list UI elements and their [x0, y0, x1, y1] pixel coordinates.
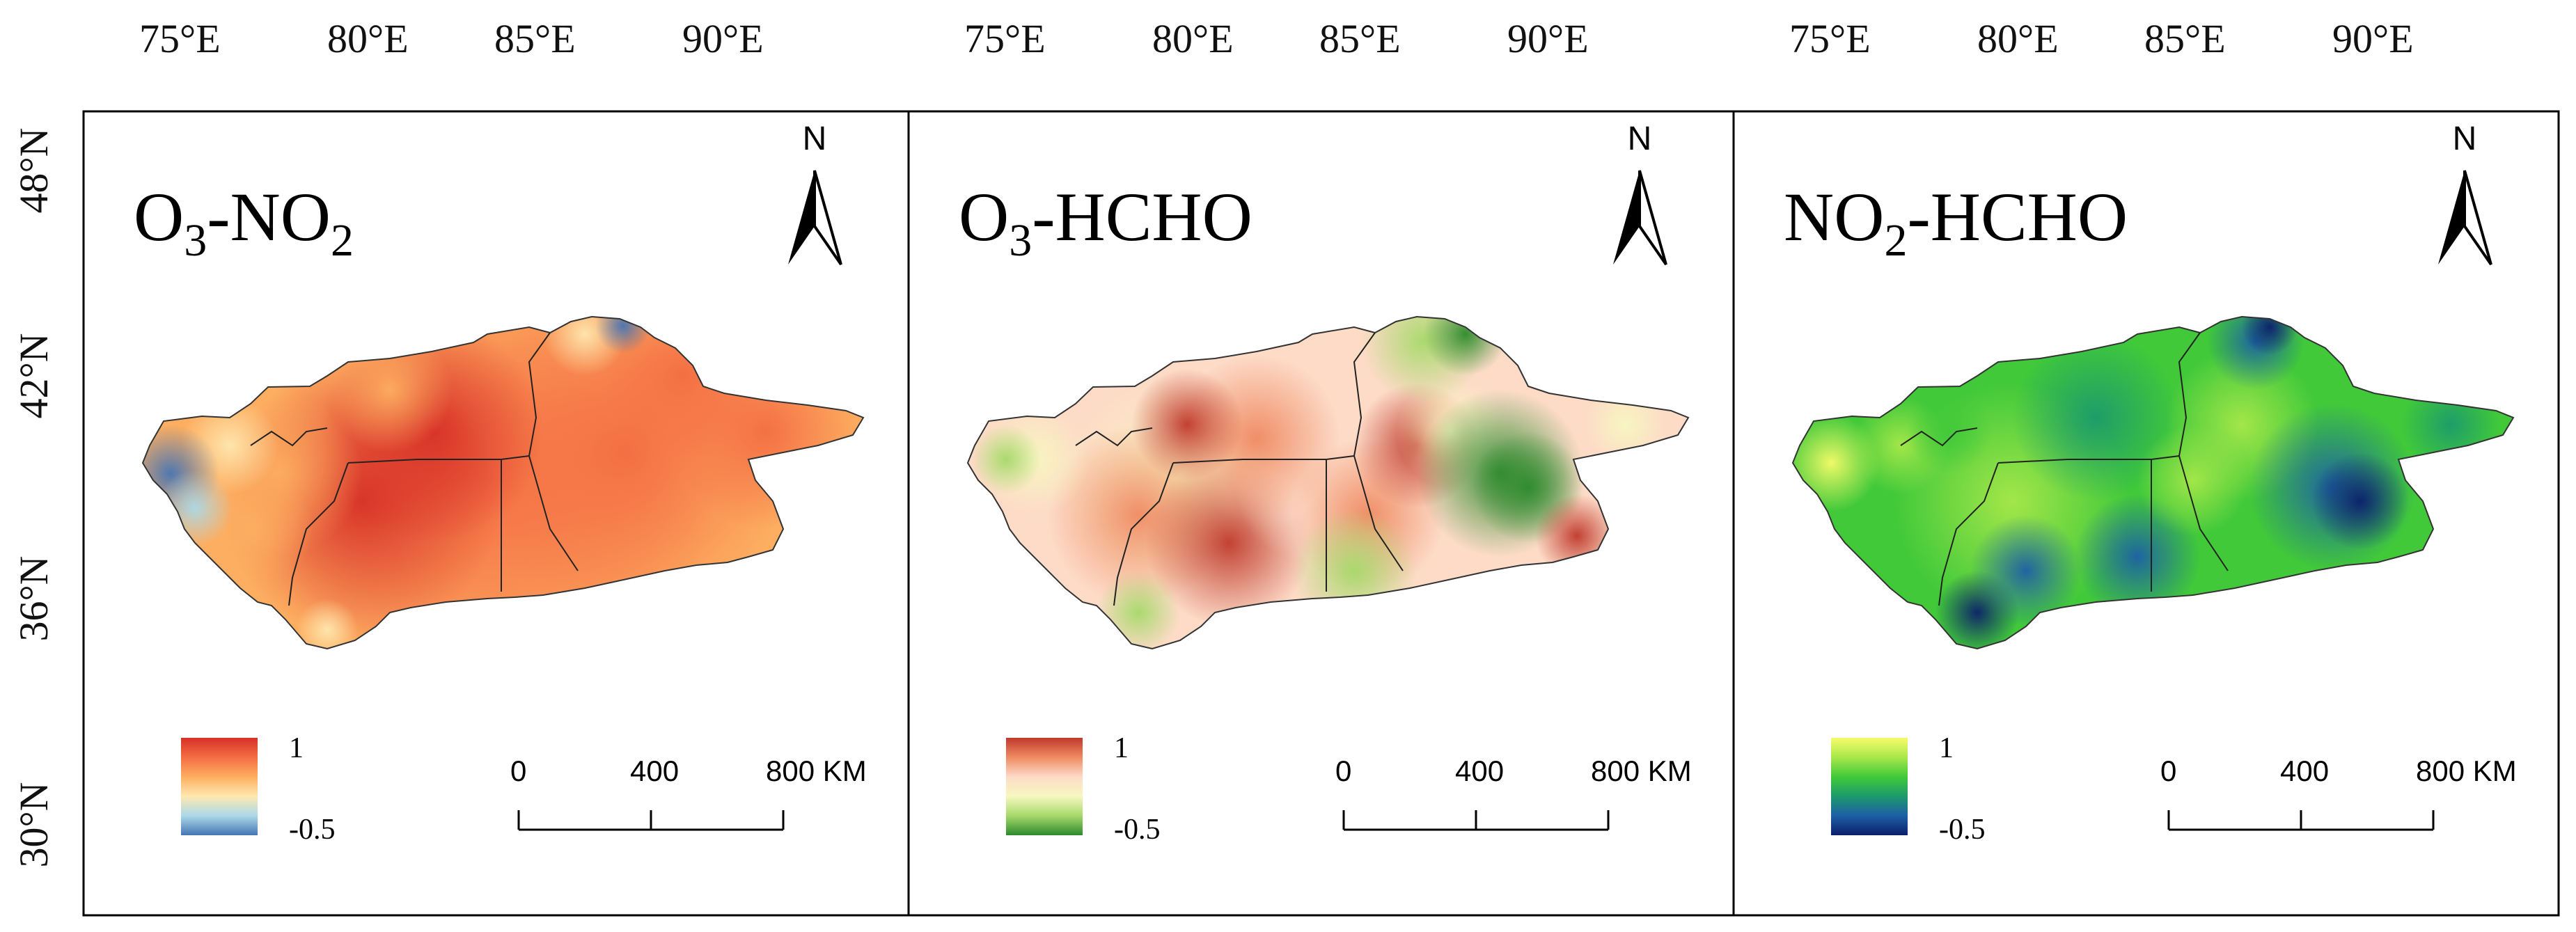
- map-panel-o3-no2: 75°E 80°E 85°E 90°E O3-NO2 N 1 -0.5 0 400 800 KM: [82, 16, 910, 917]
- legend-min-label: -0.5: [1939, 814, 1986, 846]
- latitude-tick-label: 30°N: [11, 782, 56, 867]
- scale-bar-label: 800 KM: [2416, 755, 2517, 787]
- longitude-tick-label: 85°E: [1319, 16, 1401, 61]
- longitude-tick-label: 90°E: [1507, 16, 1589, 61]
- legend-max-label: 1: [1939, 732, 1954, 764]
- color-patch: [1291, 508, 1417, 633]
- longitude-tick-label: 75°E: [139, 16, 221, 61]
- legend-color-ramp: [181, 738, 258, 835]
- latitude-tick-label: 48°N: [11, 127, 56, 213]
- scale-bar-label: 400: [630, 755, 679, 787]
- panel-title: O3-NO2: [134, 178, 354, 266]
- legend-color-ramp: [1006, 738, 1083, 835]
- color-patch: [595, 317, 651, 354]
- latitude-tick-label: 36°N: [11, 555, 56, 641]
- north-label: N: [803, 120, 827, 157]
- region-map: [1791, 315, 2515, 650]
- color-patch: [2242, 317, 2298, 355]
- region-outline: [141, 315, 865, 650]
- longitude-tick-label: 75°E: [964, 16, 1046, 61]
- north-label: N: [1628, 120, 1652, 157]
- scale-bar-label: 400: [2280, 755, 2329, 787]
- legend-max-label: 1: [1114, 732, 1129, 764]
- scale-bar-label: 800 KM: [1591, 755, 1692, 787]
- longitude-tick-label: 85°E: [2144, 16, 2226, 61]
- color-patch: [1535, 494, 1619, 578]
- map-panel-no2-hcho: 75°E 80°E 85°E 90°E NO2-HCHO N 1 -0.5 0 400 800 KM: [1732, 16, 2560, 917]
- scale-bar-label: 400: [1455, 755, 1504, 787]
- panel-title: NO2-HCHO: [1784, 178, 2128, 266]
- color-patch: [1097, 571, 1180, 649]
- scale-bar: 0 400 800 KM: [2160, 755, 2517, 831]
- north-label: N: [2453, 120, 2477, 157]
- color-patch: [971, 425, 1041, 494]
- color-patch: [2402, 376, 2499, 473]
- color-field: [1793, 317, 2499, 649]
- legend-color-ramp: [1831, 738, 1908, 835]
- legend-min-label: -0.5: [1114, 814, 1161, 846]
- longitude-tick-label: 90°E: [682, 16, 764, 61]
- color-patch: [1970, 515, 2082, 626]
- scale-bar: 0 400 800 KM: [1335, 755, 1692, 831]
- latitude-tick-label: 42°N: [11, 333, 56, 418]
- color-field: [143, 317, 863, 649]
- north-arrow-icon: N: [788, 120, 842, 266]
- north-arrow-icon: N: [2438, 120, 2492, 266]
- longitude-tick-label: 85°E: [494, 16, 576, 61]
- region-outline: [1791, 315, 2515, 650]
- legend-min-label: -0.5: [289, 814, 336, 846]
- color-patch: [1131, 369, 1243, 480]
- region-map: [141, 315, 865, 650]
- scale-bar-label: 0: [2160, 755, 2176, 787]
- longitude-tick-label: 75°E: [1789, 16, 1871, 61]
- color-patch: [157, 470, 233, 546]
- color-patch: [1584, 383, 1667, 466]
- legend-max-label: 1: [289, 732, 304, 764]
- longitude-tick-label: 80°E: [1977, 16, 2059, 61]
- color-patch: [599, 317, 766, 459]
- color-patch: [296, 599, 359, 649]
- longitude-tick-label: 80°E: [1152, 16, 1234, 61]
- panel-title: O3-HCHO: [959, 178, 1252, 266]
- north-arrow-icon: N: [1613, 120, 1667, 266]
- longitude-tick-label: 90°E: [2332, 16, 2414, 61]
- admin-borders: [1075, 332, 1404, 606]
- color-patch: [327, 327, 453, 452]
- admin-borders: [1900, 332, 2229, 606]
- color-patch: [2137, 425, 2249, 536]
- map-panel-o3-hcho: 75°E 80°E 85°E 90°E O3-HCHO N 1 -0.5 0 400 800 KM: [907, 16, 1735, 917]
- color-patch: [1908, 390, 1991, 473]
- color-field: [971, 317, 1667, 649]
- longitude-tick-label: 80°E: [327, 16, 409, 61]
- admin-borders: [250, 332, 579, 606]
- region-outline: [966, 315, 1690, 650]
- panel-frame: [1732, 110, 2560, 917]
- scale-bar-label: 0: [1335, 755, 1351, 787]
- color-patch: [2311, 452, 2409, 550]
- scale-bar-label: 0: [510, 755, 526, 787]
- scale-bar: 0 400 800 KM: [510, 755, 867, 831]
- color-patch: [543, 317, 627, 376]
- region-map: [966, 315, 1690, 650]
- scale-bar-label: 800 KM: [766, 755, 867, 787]
- color-patch: [1424, 317, 1507, 376]
